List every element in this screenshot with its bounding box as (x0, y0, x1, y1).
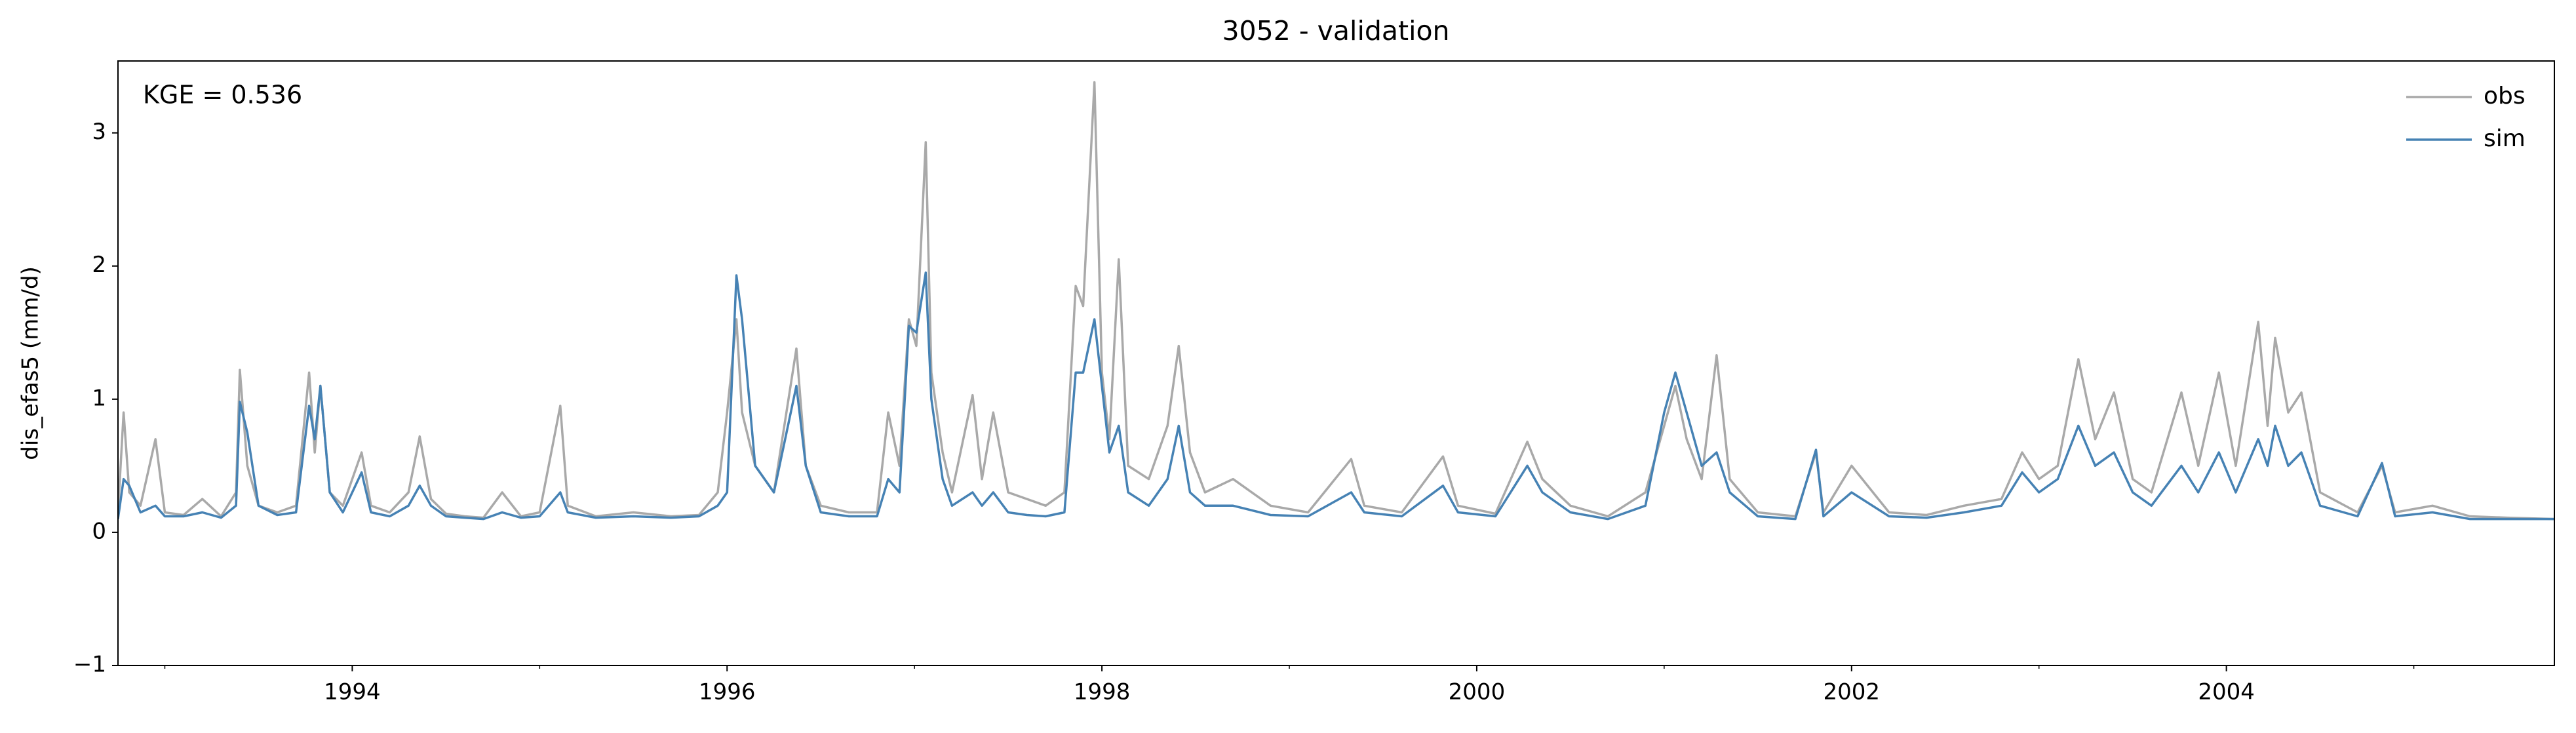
y-tick-label: 0 (92, 518, 106, 544)
y-tick-label: 2 (92, 252, 106, 278)
x-tick-label: 1994 (324, 679, 381, 705)
y-tick-label: 1 (92, 385, 106, 411)
annotation: KGE = 0.536 (143, 81, 302, 109)
x-tick-label: 2004 (2198, 679, 2255, 705)
series-line (118, 271, 2554, 521)
legend-label: obs (2484, 83, 2526, 109)
x-tick-label: 1998 (1074, 679, 1131, 705)
y-tick-label: 3 (92, 119, 106, 145)
y-axis-label: dis_efas5 (mm/d) (18, 266, 44, 460)
y-tick-label: −1 (73, 652, 106, 678)
legend-label: sim (2484, 125, 2526, 152)
x-tick-label: 2002 (1824, 679, 1881, 705)
plot-frame (117, 60, 2555, 666)
x-tick-label: 2000 (1449, 679, 1506, 705)
series-line (118, 81, 2554, 521)
chart-title: 3052 - validation (1222, 15, 1449, 47)
x-tick-label: 1996 (699, 679, 756, 705)
